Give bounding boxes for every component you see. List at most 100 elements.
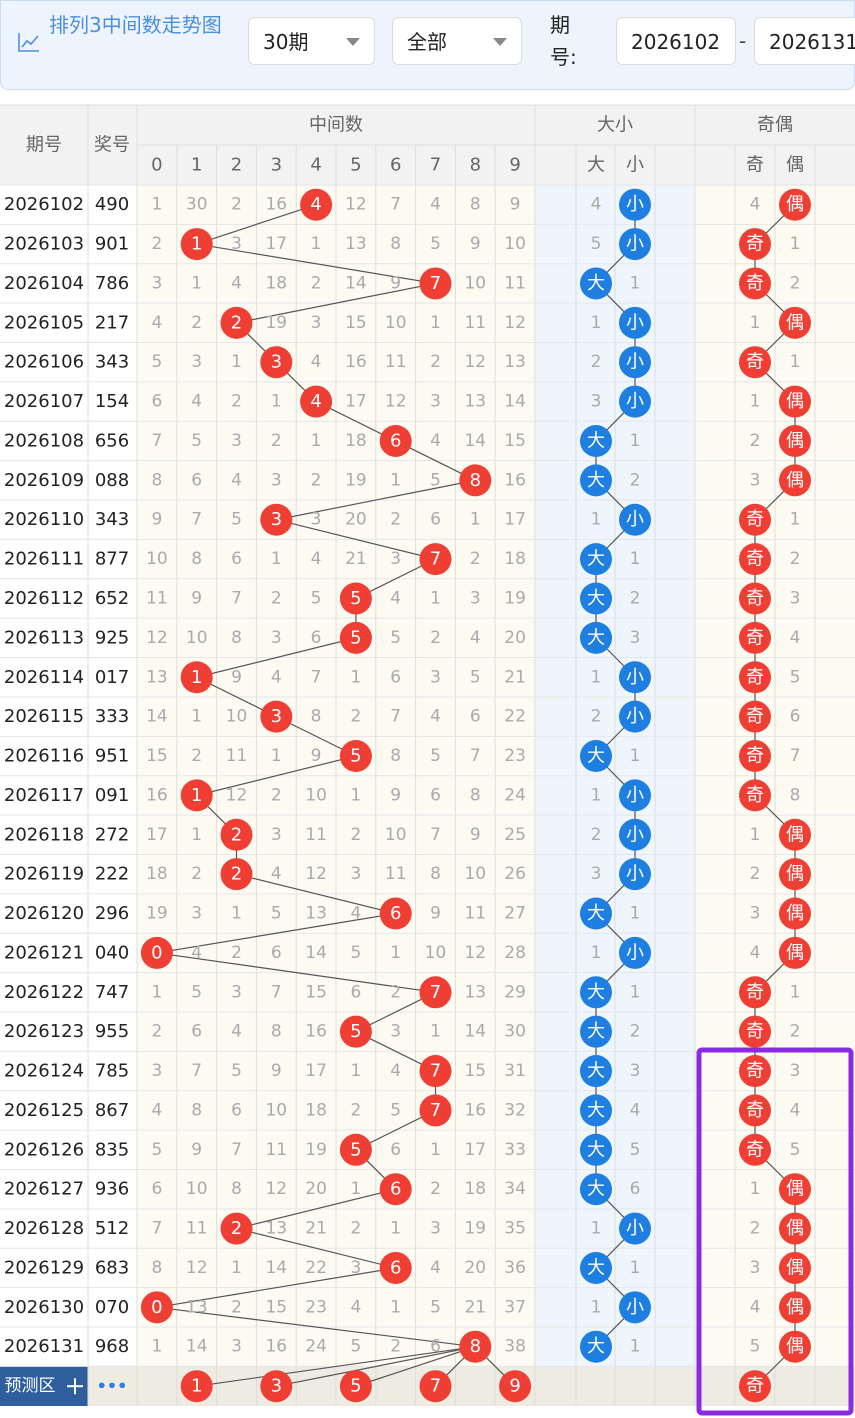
omission: 3 bbox=[191, 352, 202, 372]
hit-ball bbox=[459, 464, 492, 497]
omission: 20 bbox=[305, 1179, 327, 1199]
hit-ball bbox=[300, 188, 333, 221]
hit-label: 9 bbox=[509, 1376, 520, 1397]
omission: 17 bbox=[265, 234, 287, 254]
hit-label: 7 bbox=[430, 1100, 441, 1121]
omission: 2 bbox=[271, 588, 282, 608]
hit-label: 0 bbox=[151, 1297, 162, 1318]
omission: 3 bbox=[430, 1219, 441, 1239]
omission: 10 bbox=[305, 785, 327, 805]
hit-label: 大 bbox=[587, 1100, 605, 1121]
range-end[interactable]: 2026131 bbox=[754, 17, 855, 65]
omission: 4 bbox=[231, 470, 242, 490]
hit-ball bbox=[180, 661, 213, 694]
omission: 1 bbox=[630, 982, 641, 1002]
hit-label: 5 bbox=[350, 1376, 361, 1397]
omission: 9 bbox=[231, 667, 242, 687]
period: 2026108 bbox=[4, 430, 84, 451]
page-title: 排列3中间数走势图 bbox=[49, 13, 222, 37]
chart-icon bbox=[18, 33, 39, 52]
hit-label: 1 bbox=[191, 1376, 202, 1397]
prize-number: 343 bbox=[95, 352, 129, 373]
omission: 3 bbox=[350, 864, 361, 884]
omission: 1 bbox=[390, 1219, 401, 1239]
omission: 8 bbox=[151, 1258, 162, 1278]
hit-ball bbox=[419, 267, 452, 300]
omission: 21 bbox=[464, 1297, 486, 1317]
hit-ball bbox=[580, 976, 612, 1009]
omission: 2 bbox=[191, 746, 202, 766]
prize-number: 955 bbox=[95, 1021, 129, 1042]
omission: 2 bbox=[750, 864, 761, 884]
range-start[interactable]: 2026102 bbox=[616, 17, 736, 65]
omission: 20 bbox=[464, 1258, 486, 1278]
omission: 9 bbox=[191, 588, 202, 608]
omission: 10 bbox=[146, 549, 168, 569]
period-select[interactable]: 30期 bbox=[248, 17, 375, 65]
prize-number: 785 bbox=[95, 1061, 129, 1082]
trend-line bbox=[196, 637, 357, 678]
omission: 3 bbox=[231, 982, 242, 1002]
prediction-more: ••• bbox=[97, 1377, 128, 1396]
prize-number: 222 bbox=[95, 864, 129, 885]
omission: 1 bbox=[591, 1219, 602, 1239]
omission: 7 bbox=[151, 431, 162, 451]
hit-ball bbox=[580, 424, 612, 457]
period: 2026129 bbox=[4, 1257, 84, 1278]
period: 2026105 bbox=[4, 312, 84, 333]
prize-number: 951 bbox=[95, 746, 129, 767]
hit-ball bbox=[260, 346, 293, 379]
prize-number: 867 bbox=[95, 1100, 129, 1121]
hit-label: 奇 bbox=[746, 785, 764, 806]
prize-number: 936 bbox=[95, 1179, 129, 1200]
hit-ball bbox=[419, 976, 452, 1009]
trend-line bbox=[276, 1346, 476, 1387]
omission: 2 bbox=[350, 1219, 361, 1239]
omission: 1 bbox=[271, 392, 282, 412]
hit-label: 奇 bbox=[746, 588, 764, 609]
hit-ball bbox=[580, 1015, 612, 1048]
omission: 3 bbox=[231, 234, 242, 254]
omission: 2 bbox=[311, 273, 322, 293]
hit-ball bbox=[379, 1173, 412, 1206]
omission: 12 bbox=[464, 352, 486, 372]
omission: 10 bbox=[464, 864, 486, 884]
hit-label: 小 bbox=[626, 667, 644, 688]
digit-header: 2 bbox=[231, 155, 242, 176]
omission: 3 bbox=[430, 392, 441, 412]
prize-number: 683 bbox=[95, 1257, 129, 1278]
highlight-box bbox=[696, 1047, 854, 1416]
period: 2026114 bbox=[4, 667, 84, 688]
hit-ball bbox=[580, 897, 612, 930]
omission: 2 bbox=[191, 864, 202, 884]
hit-ball bbox=[419, 1094, 452, 1127]
hit-label: 奇 bbox=[746, 549, 764, 570]
hit-ball bbox=[779, 818, 811, 851]
omission: 2 bbox=[790, 1022, 801, 1042]
prize-number: 154 bbox=[95, 391, 129, 412]
hit-ball bbox=[779, 188, 811, 221]
omission: 4 bbox=[591, 195, 602, 215]
omission: 5 bbox=[790, 1140, 801, 1160]
trend-line bbox=[156, 1267, 396, 1308]
hit-ball bbox=[739, 1370, 771, 1403]
omission: 4 bbox=[311, 352, 322, 372]
omission: 6 bbox=[151, 392, 162, 412]
omission: 6 bbox=[390, 667, 401, 687]
omission: 12 bbox=[226, 785, 248, 805]
omission: 4 bbox=[790, 628, 801, 648]
size-header: 小 bbox=[626, 155, 644, 176]
omission: 5 bbox=[470, 667, 481, 687]
omission: 10 bbox=[385, 313, 407, 333]
omission: 3 bbox=[430, 667, 441, 687]
omission: 18 bbox=[265, 273, 287, 293]
omission: 19 bbox=[305, 1140, 327, 1160]
filter-select[interactable]: 全部 bbox=[392, 17, 522, 65]
omission: 1 bbox=[591, 943, 602, 963]
hit-ball bbox=[580, 1133, 612, 1166]
omission: 2 bbox=[231, 392, 242, 412]
period: 2026123 bbox=[4, 1021, 84, 1042]
omission: 13 bbox=[305, 904, 327, 924]
omission: 29 bbox=[504, 982, 526, 1002]
prediction-bg bbox=[88, 1366, 855, 1406]
